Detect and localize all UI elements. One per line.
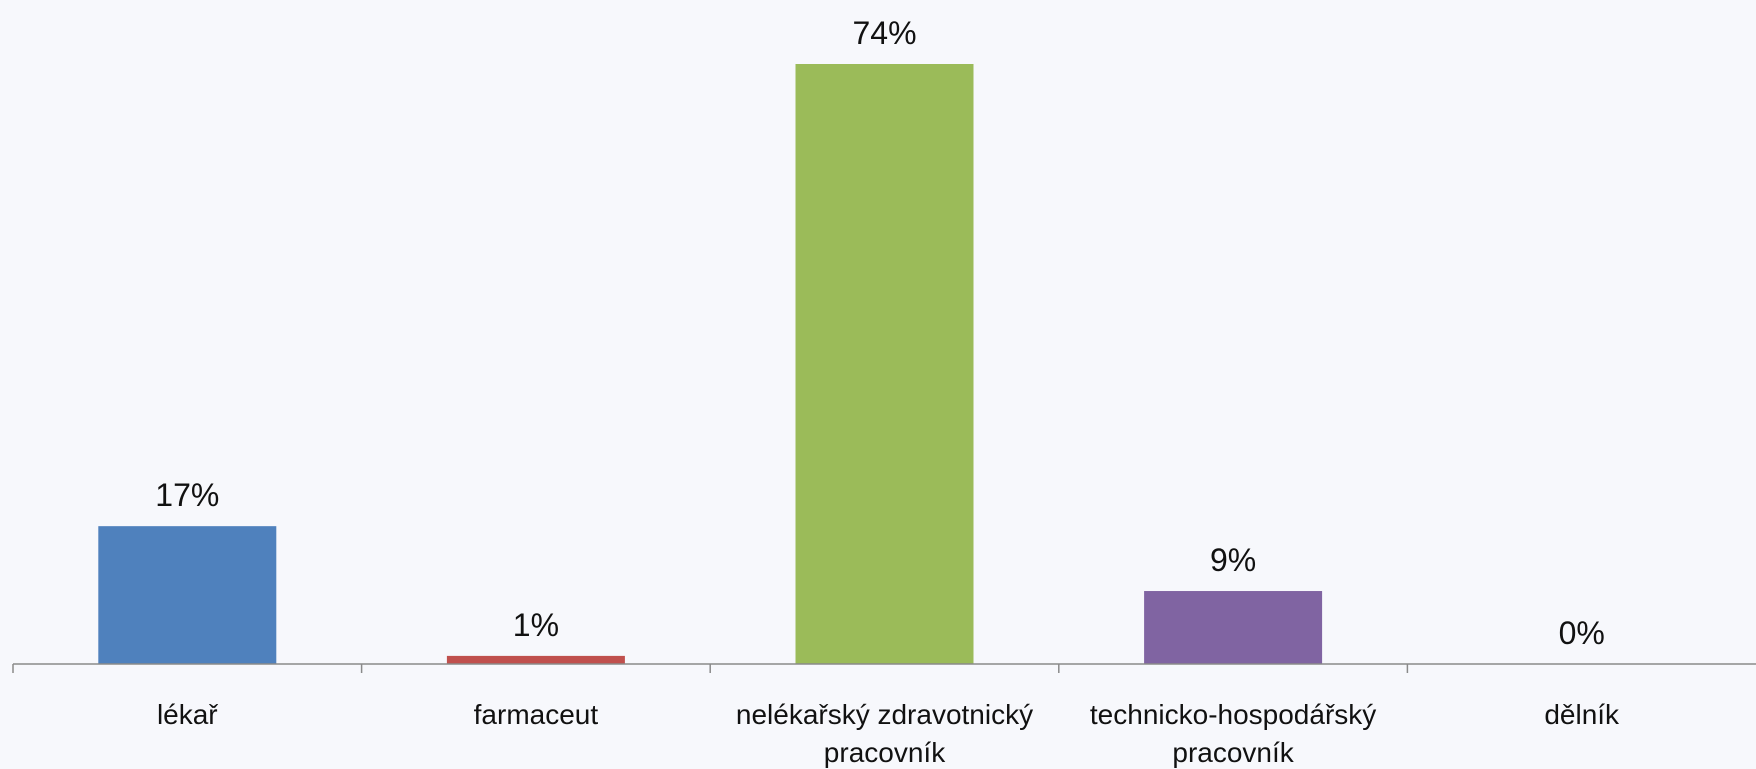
bar xyxy=(98,526,277,664)
category-label: nelékařský zdravotnický pracovník xyxy=(736,699,1033,768)
category-label-line: dělník xyxy=(1544,699,1620,730)
category-label-line: nelékařský zdravotnický xyxy=(736,699,1033,730)
data-label: 9% xyxy=(1210,542,1256,578)
bars-group xyxy=(98,64,1323,664)
category-label-line: technicko-hospodářský xyxy=(1090,699,1376,730)
category-label: dělník xyxy=(1544,699,1620,730)
category-label-line: pracovník xyxy=(1172,737,1294,768)
category-label-line: lékař xyxy=(157,699,218,730)
category-label: farmaceut xyxy=(474,699,599,730)
x-axis xyxy=(12,663,1756,673)
bar xyxy=(1144,591,1323,664)
category-label: lékař xyxy=(157,699,218,730)
category-label: technicko-hospodářský pracovník xyxy=(1090,699,1376,768)
labels-group: 17% lékař 1% farmaceut 74% nelékařský zdravot… xyxy=(155,15,1620,768)
data-label: 17% xyxy=(155,477,219,513)
bar xyxy=(446,655,625,664)
category-label-line: pracovník xyxy=(824,737,946,768)
data-label: 0% xyxy=(1559,615,1605,651)
bar xyxy=(795,64,974,664)
data-label: 1% xyxy=(513,607,559,643)
data-label: 74% xyxy=(852,15,916,51)
category-label-line: farmaceut xyxy=(474,699,599,730)
